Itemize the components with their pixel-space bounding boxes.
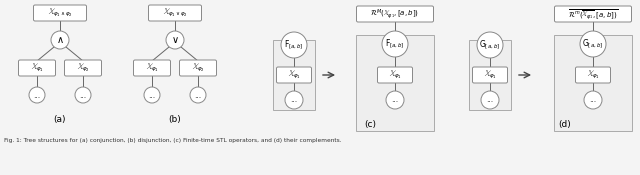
Bar [356,35,434,131]
FancyBboxPatch shape [575,67,611,83]
Text: $\mathbb{X}_{\varphi_1}$: $\mathbb{X}_{\varphi_1}$ [287,69,300,81]
Text: $\mathrm{G}_{[a,b]}$: $\mathrm{G}_{[a,b]}$ [479,38,500,52]
FancyBboxPatch shape [554,6,632,22]
Text: $\mathbb{X}_{\varphi_1}$: $\mathbb{X}_{\varphi_1}$ [145,62,159,74]
Text: ...: ... [589,96,596,104]
FancyBboxPatch shape [276,67,312,83]
Circle shape [29,87,45,103]
Circle shape [285,91,303,109]
Text: $\mathbb{X}_{\varphi_2}$: $\mathbb{X}_{\varphi_2}$ [191,62,204,74]
FancyBboxPatch shape [179,60,216,76]
Circle shape [144,87,160,103]
Text: (c): (c) [364,120,376,129]
FancyBboxPatch shape [378,67,413,83]
Text: $\mathbb{X}_{\varphi_1}$: $\mathbb{X}_{\varphi_1}$ [388,69,401,81]
Text: ...: ... [291,96,298,104]
Circle shape [481,91,499,109]
Text: ...: ... [33,90,40,100]
Circle shape [580,31,606,57]
Text: $\overline{\mathcal{R}^m(\overline{\mathbb{X}_{\varphi_1}},[a,b])}$: $\overline{\mathcal{R}^m(\overline{\math… [568,7,618,21]
Circle shape [51,31,69,49]
Text: $\mathbb{X}_{\varphi_1}$: $\mathbb{X}_{\varphi_1}$ [484,69,497,81]
Text: (a): (a) [54,115,67,124]
Circle shape [75,87,91,103]
Text: (b): (b) [168,115,181,124]
FancyBboxPatch shape [65,60,102,76]
Circle shape [281,32,307,58]
Text: $\mathbb{X}_{\varphi_2}$: $\mathbb{X}_{\varphi_2}$ [77,62,90,74]
Text: ...: ... [195,90,202,100]
Circle shape [166,31,184,49]
Text: ...: ... [392,96,399,104]
FancyBboxPatch shape [472,67,508,83]
FancyBboxPatch shape [134,60,170,76]
FancyBboxPatch shape [148,5,202,21]
FancyBboxPatch shape [19,60,56,76]
FancyBboxPatch shape [356,6,433,22]
Circle shape [477,32,503,58]
Text: ...: ... [79,90,86,100]
Text: $\mathrm{G}_{[a,b]}$: $\mathrm{G}_{[a,b]}$ [582,37,604,51]
Text: $\mathrm{F}_{[a,b]}$: $\mathrm{F}_{[a,b]}$ [284,38,304,52]
Circle shape [584,91,602,109]
Text: $\wedge$: $\wedge$ [56,35,64,45]
Text: (d): (d) [559,120,572,129]
Circle shape [386,91,404,109]
Text: $\mathbb{X}_{\varphi_1\wedge\varphi_2}$: $\mathbb{X}_{\varphi_1\wedge\varphi_2}$ [47,7,72,19]
Circle shape [190,87,206,103]
Text: $\mathbb{X}_{\varphi_1}$: $\mathbb{X}_{\varphi_1}$ [587,69,600,81]
Text: ...: ... [148,90,156,100]
Text: $\vee$: $\vee$ [171,35,179,45]
Bar [273,40,315,110]
Text: $\mathcal{R}^M(\mathbb{X}_{\varphi_1},[a,b])$: $\mathcal{R}^M(\mathbb{X}_{\varphi_1},[a… [371,7,420,21]
Text: $\mathbb{X}_{\varphi_1\vee\varphi_2}$: $\mathbb{X}_{\varphi_1\vee\varphi_2}$ [163,7,188,19]
Bar [469,40,511,110]
Bar [554,35,632,131]
FancyBboxPatch shape [33,5,86,21]
Text: Fig. 1: Tree structures for (a) conjunction, (b) disjunction, (c) Finite-time ST: Fig. 1: Tree structures for (a) conjunct… [4,138,342,143]
Circle shape [382,31,408,57]
Text: $\mathbb{X}_{\varphi_1}$: $\mathbb{X}_{\varphi_1}$ [31,62,44,74]
Text: ...: ... [486,96,493,104]
Text: $\mathrm{F}_{[a,b]}$: $\mathrm{F}_{[a,b]}$ [385,37,404,51]
